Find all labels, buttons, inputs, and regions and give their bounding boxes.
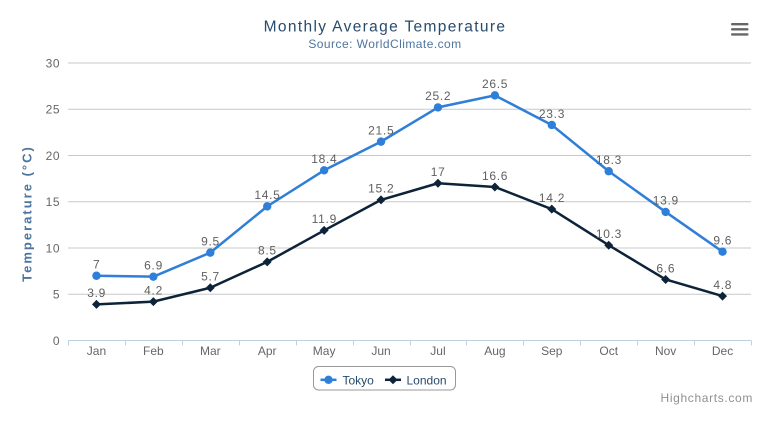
svg-text:16.6: 16.6 [482, 169, 508, 183]
svg-text:Mar: Mar [200, 344, 221, 358]
svg-text:10: 10 [46, 241, 60, 255]
svg-text:7: 7 [93, 258, 100, 272]
svg-text:11.9: 11.9 [312, 212, 337, 226]
svg-text:14.2: 14.2 [539, 191, 565, 205]
svg-text:Jun: Jun [371, 344, 390, 358]
svg-text:14.5: 14.5 [254, 188, 280, 202]
svg-text:9.5: 9.5 [201, 234, 220, 248]
svg-text:6.6: 6.6 [656, 261, 675, 275]
svg-text:3.9: 3.9 [87, 286, 106, 300]
svg-text:8.5: 8.5 [258, 244, 277, 258]
svg-text:9.6: 9.6 [713, 234, 732, 248]
svg-text:15: 15 [46, 195, 60, 209]
svg-text:Apr: Apr [258, 344, 277, 358]
svg-text:0: 0 [53, 334, 60, 348]
svg-text:4.2: 4.2 [144, 283, 163, 297]
svg-text:Aug: Aug [484, 344, 505, 358]
svg-text:London: London [407, 374, 447, 388]
svg-text:23.3: 23.3 [539, 107, 565, 121]
svg-text:May: May [313, 344, 336, 358]
svg-text:Temperature (°C): Temperature (°C) [20, 145, 35, 282]
svg-text:25.2: 25.2 [425, 89, 451, 103]
svg-text:30: 30 [46, 56, 60, 70]
svg-text:Dec: Dec [712, 344, 733, 358]
svg-text:Monthly Average Temperature: Monthly Average Temperature [264, 19, 507, 36]
svg-text:26.5: 26.5 [482, 77, 508, 91]
svg-text:25: 25 [46, 103, 60, 117]
svg-text:Highcharts.com: Highcharts.com [661, 391, 753, 405]
svg-text:6.9: 6.9 [144, 258, 163, 272]
svg-text:Nov: Nov [655, 344, 676, 358]
svg-text:15.2: 15.2 [368, 182, 394, 196]
svg-text:18.3: 18.3 [596, 153, 622, 167]
svg-text:Sep: Sep [541, 344, 563, 358]
svg-text:20: 20 [46, 149, 60, 163]
svg-text:21.5: 21.5 [368, 123, 394, 137]
svg-text:Feb: Feb [143, 344, 164, 358]
svg-text:Source: WorldClimate.com: Source: WorldClimate.com [308, 37, 461, 51]
svg-text:Tokyo: Tokyo [343, 374, 375, 388]
svg-text:4.8: 4.8 [713, 278, 732, 292]
svg-text:Jan: Jan [87, 344, 106, 358]
svg-text:17: 17 [431, 165, 446, 179]
svg-text:Jul: Jul [430, 344, 445, 358]
svg-text:10.3: 10.3 [596, 227, 622, 241]
svg-text:5: 5 [53, 288, 60, 302]
svg-text:5.7: 5.7 [201, 270, 220, 284]
svg-text:18.4: 18.4 [311, 152, 337, 166]
svg-text:13.9: 13.9 [653, 194, 679, 208]
svg-text:Oct: Oct [599, 344, 618, 358]
